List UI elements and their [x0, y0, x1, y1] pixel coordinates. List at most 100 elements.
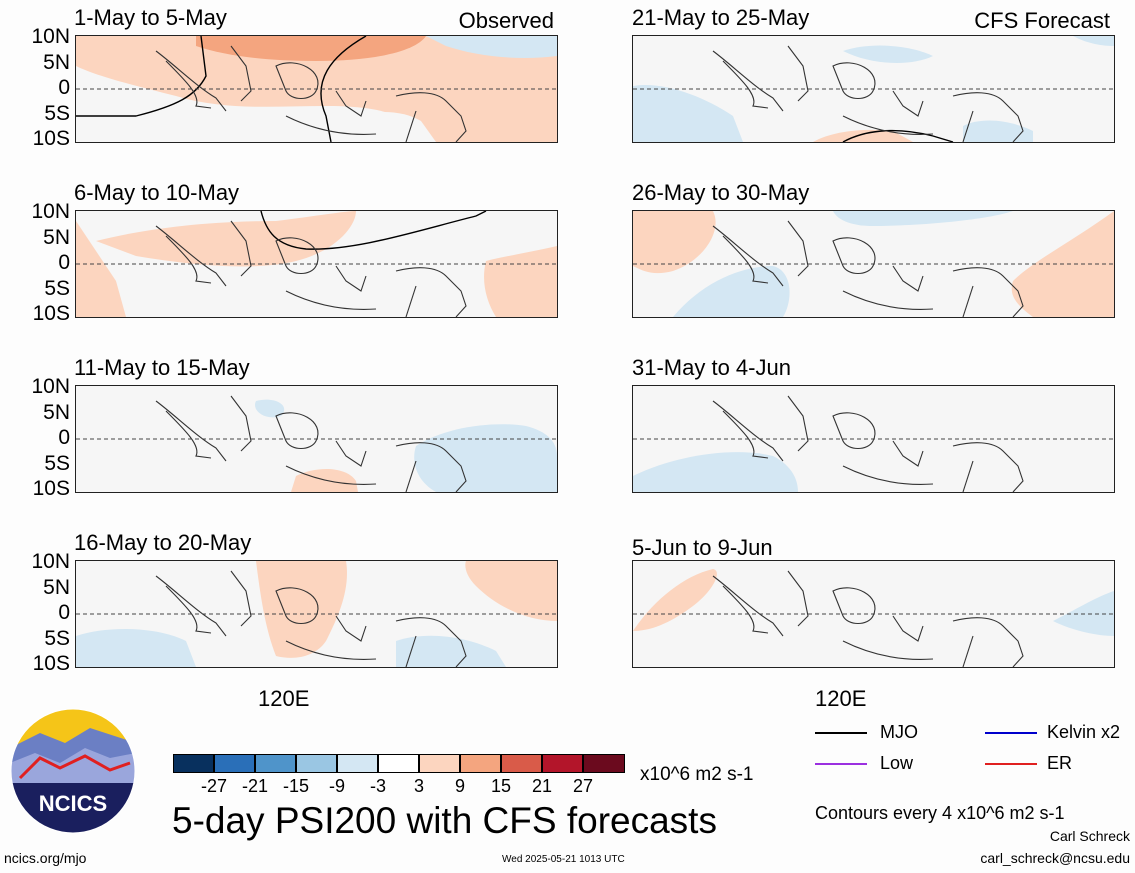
lat-label: 10S — [32, 302, 70, 325]
positive-anomaly — [633, 211, 716, 274]
site-url: ncics.org/mjo — [4, 850, 87, 866]
legend-label-kelvin: Kelvin x2 — [1047, 722, 1121, 742]
coastlines — [712, 395, 1024, 492]
author-name: Carl Schreck — [1049, 828, 1130, 844]
colorbar-tick: 21 — [531, 776, 553, 796]
positive-anomaly — [633, 569, 717, 631]
colorbar-tick: 15 — [490, 776, 512, 796]
contour-note: Contours every 4 x10^6 m2 s-1 — [815, 803, 1065, 823]
legend-label-low: Low — [880, 753, 914, 773]
colorbar-tick: -15 — [282, 776, 309, 796]
lat-label: 5N — [43, 401, 70, 424]
negative-anomaly — [1073, 36, 1114, 46]
mjo-contour — [320, 36, 367, 142]
lat-label: 10N — [31, 200, 70, 223]
mjo-contour — [260, 211, 487, 250]
colorbar-swatch — [583, 754, 625, 773]
legend-label-mjo: MJO — [880, 722, 918, 742]
coastlines — [155, 570, 467, 667]
panel-title: 21-May to 25-May — [632, 5, 810, 30]
negative-anomaly — [426, 36, 557, 58]
positive-anomaly — [813, 129, 913, 142]
lat-label: 0 — [58, 601, 70, 624]
map-panel-6-may-10-may — [75, 210, 558, 318]
legend-line-er — [985, 763, 1037, 765]
colorbar-tick: 27 — [572, 776, 594, 796]
coastlines — [155, 45, 467, 142]
legend-line-low — [815, 763, 867, 765]
colorbar-swatch — [460, 754, 501, 773]
negative-anomaly — [255, 399, 285, 418]
coastlines — [712, 570, 1024, 667]
lon-label-120e: 120E — [815, 686, 867, 711]
ncics-logo: NCICS — [10, 708, 136, 834]
map-panel-5-jun-9-jun — [632, 560, 1115, 668]
colorbar-tick: -21 — [241, 776, 268, 796]
positive-anomaly — [96, 211, 356, 267]
colorbar-swatch — [378, 754, 419, 773]
lat-label: 5S — [44, 277, 70, 300]
colorbar-tick: 3 — [413, 776, 424, 796]
coastlines — [712, 45, 1024, 142]
negative-anomaly — [76, 629, 196, 667]
colorbar-swatch — [214, 754, 255, 773]
panel-title: 31-May to 4-Jun — [632, 355, 791, 380]
colorbar-swatch — [296, 754, 337, 773]
lat-label: 5N — [43, 576, 70, 599]
lon-label-120e: 120E — [258, 686, 310, 711]
lat-label: 10N — [31, 375, 70, 398]
colorbar-swatch — [337, 754, 378, 773]
colorbar-tick: -9 — [328, 776, 345, 796]
lat-label: 5S — [44, 102, 70, 125]
logo-text: NCICS — [39, 791, 107, 816]
legend-line-kelvin — [985, 732, 1037, 734]
coastlines — [155, 220, 467, 317]
coastlines — [155, 395, 467, 492]
colorbar-swatch — [255, 754, 296, 773]
lat-label: 10S — [32, 477, 70, 500]
map-panel-31-may-4-jun — [632, 385, 1115, 493]
lat-label: 10S — [32, 652, 70, 675]
colorbar-swatch — [542, 754, 583, 773]
map-panel-26-may-30-may — [632, 210, 1115, 318]
negative-anomaly — [396, 635, 506, 667]
main-title: 5-day PSI200 with CFS forecasts — [172, 800, 717, 841]
positive-anomaly — [256, 561, 347, 658]
negative-anomaly — [414, 424, 557, 492]
negative-anomaly — [633, 85, 743, 142]
panel-title: 6-May to 10-May — [74, 180, 240, 205]
lat-label: 0 — [58, 251, 70, 274]
author-email: carl_schreck@ncsu.edu — [980, 850, 1130, 866]
panel-title: 11-May to 15-May — [74, 355, 250, 380]
panel-title: 5-Jun to 9-Jun — [632, 535, 773, 560]
map-panel-16-may-20-may — [75, 560, 558, 668]
colorbar-units: x10^6 m2 s-1 — [640, 764, 754, 785]
map-panel-21-may-25-may — [632, 35, 1115, 143]
lat-label: 0 — [58, 426, 70, 449]
lat-label: 5N — [43, 51, 70, 74]
legend-line-mjo — [815, 732, 867, 734]
colorbar-swatch — [419, 754, 460, 773]
lat-label: 5S — [44, 627, 70, 650]
panel-title: 26-May to 30-May — [632, 180, 810, 205]
lat-label: 0 — [58, 76, 70, 99]
positive-anomaly — [76, 221, 126, 317]
colorbar-swatch — [173, 754, 214, 773]
panel-title: 1-May to 5-May — [74, 5, 227, 30]
coastlines — [712, 220, 1024, 317]
colorbar-tick: -27 — [200, 776, 227, 796]
legend-label-er: ER — [1047, 753, 1073, 773]
negative-anomaly — [843, 45, 933, 63]
lat-label: 10S — [32, 127, 70, 150]
positive-anomaly — [465, 561, 557, 621]
colorbar-tick: 9 — [454, 776, 465, 796]
negative-anomaly — [633, 452, 798, 492]
cfs-forecast-label: CFS Forecast — [974, 8, 1110, 33]
panel-title: 16-May to 20-May — [74, 530, 252, 555]
observed-label: Observed — [458, 8, 554, 33]
map-panel-1-may-5-may — [75, 35, 558, 143]
negative-anomaly — [833, 211, 1013, 226]
map-panel-11-may-15-may — [75, 385, 558, 493]
positive-anomaly — [484, 246, 557, 317]
lat-label: 5S — [44, 452, 70, 475]
